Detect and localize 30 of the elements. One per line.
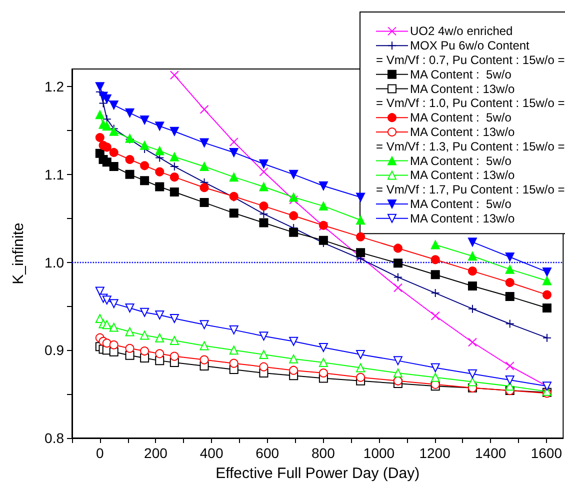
annotation: = Vm/Vf : 1.3, Pu Content : 15w/o = [376, 139, 565, 154]
x-tick-label: 1000 [363, 445, 395, 461]
legend-label: MA Content : 5w/o [410, 67, 512, 82]
x-tick-label: 0 [96, 445, 104, 461]
legend-label: MA Content : 13w/o [410, 82, 516, 96]
x-tick-label: 400 [200, 445, 224, 461]
legend-label: MA Content : 13w/o [410, 211, 516, 226]
text: = Vm/Vf : 0.7, Pu Content : 15w/o = [376, 53, 565, 67]
y-tick-label: 1.2 [44, 78, 64, 95]
annotation: = Vm/Vf : 1.0, Pu Content : 15w/o = [376, 96, 565, 110]
legend-label: MA Content : 5w/o [410, 110, 512, 125]
y-tick-label: 0.8 [44, 430, 64, 446]
legend-label: MA Content : 13w/o [410, 125, 516, 139]
x-tick-label: 200 [144, 445, 168, 461]
x-axis-title: Effective Full Power Day (Day) [216, 465, 420, 482]
legend-label: MA Content : 13w/o [410, 168, 516, 182]
x-tick-label: 1400 [475, 445, 506, 461]
y-tick-label: 0.9 [44, 342, 64, 358]
annotation: = Vm/Vf : 1.7, Pu Content : 15w/o = [376, 182, 565, 197]
y-tick-label: 1.0 [44, 254, 64, 270]
x-tick-label: 600 [256, 445, 280, 461]
legend-label: MA Content : 5w/o [410, 154, 512, 168]
legend-label: MOX Pu 6w/o Content [410, 38, 530, 53]
legend-label: MA Content : 5w/o [410, 197, 512, 211]
legend-label: UO2 4w/o enriched [410, 24, 513, 38]
x-tick-label: 1600 [530, 445, 562, 461]
x-tick-label: 1200 [419, 445, 451, 461]
y-tick-label: 1.1 [44, 166, 64, 182]
x-tick-label: 800 [311, 445, 336, 461]
y-axis-title: K_infinite [10, 222, 27, 284]
